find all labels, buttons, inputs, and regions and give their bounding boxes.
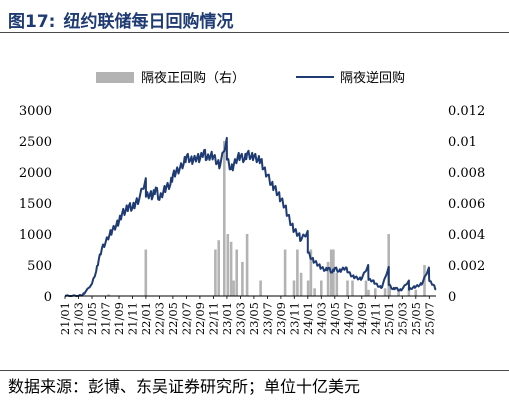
x-tick-label: 23/01 — [220, 302, 234, 335]
bar-repo-8 — [235, 249, 238, 296]
figure-label: 图17: — [8, 11, 56, 32]
x-tick-label: 22/09 — [193, 302, 207, 335]
right-tick-label: 0.008 — [448, 166, 485, 181]
bar-repo-18 — [313, 288, 316, 297]
left-tick-label: 2000 — [19, 166, 52, 181]
x-tick-label: 23/11 — [287, 302, 301, 335]
right-tick-label: 0.004 — [448, 228, 485, 243]
right-tick-label: 0.002 — [448, 259, 485, 274]
bar-repo-2 — [214, 249, 217, 296]
right-tick-label: 0 — [448, 290, 456, 305]
right-tick-label: 0.012 — [448, 104, 485, 119]
figure-title-row: 图17: 纽约联储每日回购情况 — [8, 6, 233, 32]
x-tick-label: 22/05 — [166, 302, 180, 335]
bar-repo-13 — [292, 280, 296, 296]
bar-repo-16 — [306, 280, 310, 296]
x-tick-label: 25/01 — [382, 302, 396, 335]
chart-legend: 隔夜正回购（右） 隔夜逆回购 — [96, 70, 405, 86]
left-tick-label: 500 — [27, 259, 52, 274]
bar-repo-29 — [383, 288, 387, 297]
bar-repo-4 — [223, 141, 226, 296]
bar-repo-35 — [423, 265, 426, 296]
legend-label-repo: 隔夜正回购（右） — [141, 70, 245, 86]
bar-repo-27 — [367, 289, 370, 296]
bar-series-repo — [107, 141, 426, 297]
bar-repo-1 — [144, 249, 148, 296]
bar-repo-32 — [397, 288, 400, 297]
x-tick-label: 23/09 — [274, 302, 288, 335]
figure-title: 纽约联储每日回购情况 — [63, 11, 234, 32]
bar-repo-10 — [245, 234, 249, 296]
bar-repo-33 — [407, 286, 411, 296]
bar-repo-24 — [346, 280, 349, 296]
x-tick-label: 21/09 — [112, 302, 126, 335]
x-tick-label: 24/03 — [314, 302, 328, 335]
right-tick-label: 0.006 — [448, 197, 485, 212]
chart: 隔夜正回购（右） 隔夜逆回购 05001000150020002500300000… — [19, 70, 485, 335]
chart-axes: 0 500 1000 1500 2000 2500 3000 0 0.002 0.004 0.006… — [19, 104, 485, 335]
legend-label-reverse-repo: 隔夜逆回购 — [340, 70, 405, 86]
bar-repo-31 — [388, 283, 391, 296]
bar-repo-34 — [414, 289, 418, 296]
x-tick-label: 22/11 — [206, 302, 220, 335]
x-tick-label: 21/01 — [58, 302, 72, 335]
x-tick-label: 21/07 — [99, 302, 113, 335]
x-tick-label: 23/03 — [233, 302, 247, 335]
left-tick-label: 1500 — [19, 197, 52, 212]
bar-repo-7 — [232, 280, 235, 296]
x-tick-label: 24/11 — [368, 302, 382, 335]
bar-repo-14 — [296, 249, 299, 296]
x-tick-label: 25/05 — [409, 302, 423, 335]
left-tick-label: 0 — [44, 290, 52, 305]
bar-repo-15 — [299, 272, 303, 297]
bar-repo-25 — [351, 280, 354, 296]
bar-repo-11 — [259, 280, 262, 296]
bar-repo-28 — [374, 288, 377, 297]
x-tick-label: 21/11 — [126, 302, 140, 335]
x-tick-label: 21/05 — [85, 302, 99, 335]
x-tick-label: 24/01 — [301, 302, 315, 335]
bar-repo-12 — [283, 249, 287, 296]
x-tick-label: 22/03 — [152, 302, 166, 335]
bar-repo-17 — [309, 249, 313, 296]
bar-repo-20 — [326, 261, 330, 296]
source-rule — [0, 370, 509, 371]
bar-repo-6 — [229, 241, 233, 297]
bar-repo-3 — [217, 240, 220, 296]
legend-swatch-repo — [96, 72, 134, 83]
bar-repo-22 — [332, 249, 335, 296]
left-tick-label: 2500 — [19, 135, 52, 150]
line-series-reverse-repo — [64, 136, 437, 297]
source-note: 数据来源：彭博、东吴证券研究所；单位十亿美元 — [8, 377, 361, 396]
title-rule — [0, 32, 509, 33]
bar-repo-23 — [335, 272, 339, 297]
left-tick-label: 3000 — [19, 104, 52, 119]
x-tick-label: 22/07 — [179, 302, 193, 335]
left-tick-label: 1000 — [19, 228, 52, 243]
x-tick-label: 24/05 — [328, 302, 342, 335]
x-tick-label: 25/03 — [395, 302, 409, 335]
x-tick-label: 23/05 — [247, 302, 261, 335]
bar-repo-26 — [364, 280, 368, 296]
x-tick-label: 23/07 — [260, 302, 274, 335]
bar-repo-19 — [320, 280, 323, 296]
bar-repo-30 — [387, 234, 390, 296]
x-tick-label: 24/07 — [341, 302, 355, 335]
bar-repo-0 — [107, 294, 110, 296]
right-tick-label: 0.01 — [448, 135, 477, 150]
x-tick-label: 21/03 — [72, 302, 86, 335]
bar-repo-9 — [241, 261, 244, 296]
x-tick-label: 22/01 — [139, 302, 153, 335]
x-tick-label: 24/09 — [355, 302, 369, 335]
x-tick-label: 25/07 — [422, 302, 436, 335]
bar-repo-5 — [226, 234, 230, 296]
